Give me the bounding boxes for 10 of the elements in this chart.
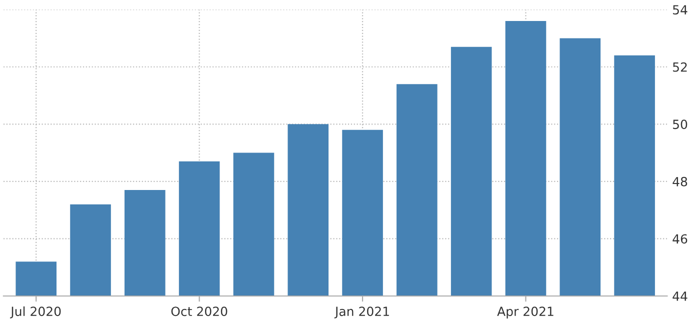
y-tick-label: 44: [672, 292, 688, 301]
y-tick-label: 54: [673, 5, 688, 15]
x-tick-label: Apr 2021: [497, 306, 554, 319]
x-tick-label: Jan 2021: [334, 306, 389, 318]
y-tick-label: 48: [672, 176, 688, 186]
x-tick-label: Oct 2020: [171, 306, 228, 316]
x-tick-label: Jul 2020: [10, 306, 61, 318]
y-tick-label: 50: [673, 120, 688, 130]
y-tick-label: 52: [673, 62, 687, 72]
y-tick-label: 46: [672, 234, 688, 244]
